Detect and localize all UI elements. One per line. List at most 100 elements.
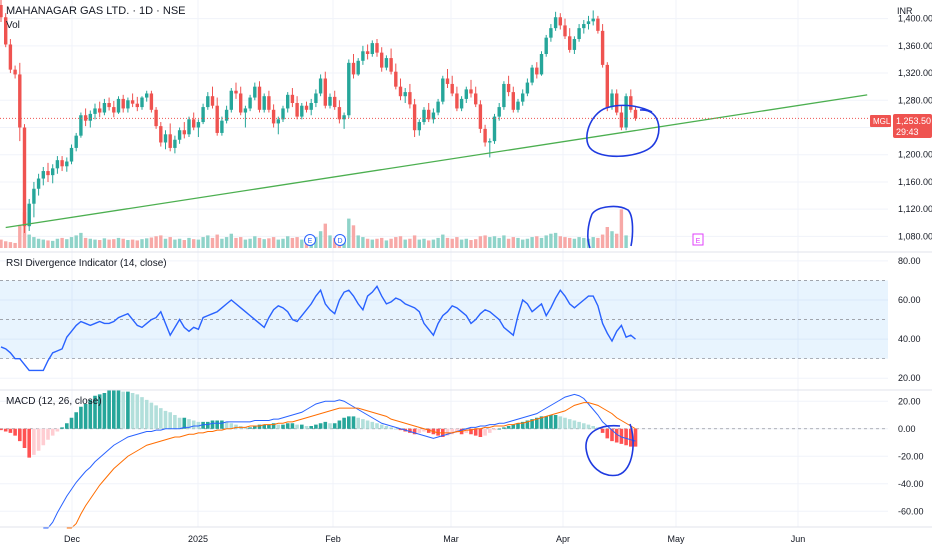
volume-bar [455,237,459,248]
volume-bar [408,238,412,248]
macd-histogram-bar [577,421,581,429]
macd-histogram-bar [379,424,384,429]
macd-histogram-bar [624,428,628,446]
event-marker[interactable] [334,234,346,246]
volume-bar [577,237,581,248]
volume-bar [469,240,473,248]
ticker-tag-label: MGL [873,117,891,126]
candle-body [83,115,88,121]
volume-bar [130,239,135,248]
candle-body [502,83,506,108]
macd-histogram-bar [290,423,295,429]
macd-histogram-bar [450,428,454,435]
volume-bar [206,235,210,248]
volume-bar [544,235,548,248]
candle-body [69,147,74,162]
volume-bar [323,223,327,248]
candle-body [464,89,468,99]
volume-bar [478,236,483,248]
volume-bar [318,231,323,248]
candle-body [243,108,248,113]
candle-body [22,127,27,227]
y-tick-label: 1,200.00 [898,150,932,160]
macd-histogram-bar [582,423,586,429]
candle-body [516,101,520,110]
volume-bar [506,238,511,248]
trendline[interactable] [5,94,868,229]
signal-line [66,402,636,529]
candle-body [629,96,633,110]
candle-body [539,54,544,75]
volume-bar [380,237,384,248]
volume-bar [69,237,74,248]
candle-body [8,44,13,70]
volume-bar [267,238,271,248]
volume-bar [234,237,238,248]
candle-body [36,178,41,189]
event-marker[interactable] [304,234,316,246]
candle-body [342,115,346,120]
macd-histogram-bar [300,424,304,429]
macd-histogram-bar [426,428,431,433]
rsi-line [0,284,636,372]
candle-body [333,96,337,108]
x-tick-label: Dec [64,534,81,544]
volume-bar [361,237,365,248]
candle-body [149,93,154,110]
macd-histogram-bar [135,394,140,429]
macd-histogram-bar [79,406,83,429]
volume-bar [619,209,624,248]
volume-bar [431,239,436,248]
candle-body [295,103,299,117]
macd-histogram-bar [520,421,525,429]
macd-histogram-bar [525,420,530,429]
rsi-pane[interactable] [0,280,888,372]
macd-histogram-bar [455,428,459,433]
macd-histogram-bar [126,391,130,429]
candle-body [309,103,313,110]
macd-histogram-bar [530,419,534,429]
candle-body [427,109,431,120]
macd-histogram-bar [567,419,572,429]
volume-bar [483,235,487,248]
macd-histogram-bar [55,428,60,432]
y-tick-label: 40.00 [898,334,921,344]
volume-bar [8,242,13,248]
volume-bar [553,232,558,248]
macd-histogram-bar [600,428,605,433]
candle-body [126,100,130,109]
volume-bar [140,239,144,248]
candle-body [450,83,454,94]
macd-histogram-bar [605,428,610,439]
candle-body [187,119,191,135]
candle-body [140,97,144,108]
y-tick-label: 20.00 [898,396,921,406]
volume-bar [88,238,92,248]
currency-label[interactable]: INR [897,6,913,16]
macd-histogram-bar [50,428,55,436]
volume-bar [0,239,3,248]
symbol-title: MAHANAGAR GAS LTD. · 1D · NSE [6,5,186,17]
volume-bar [436,237,440,248]
candle-body [65,161,69,167]
macd-histogram-bar [539,416,544,429]
candle-body [32,188,36,204]
candle-body [215,105,219,133]
macd-pane[interactable] [0,390,888,529]
x-tick-label: 2025 [188,534,208,544]
candle-body [403,92,407,97]
macd-histogram-bar [88,399,93,429]
volume-bar [224,237,229,248]
candle-body [497,107,501,117]
candle-body [281,108,285,120]
event-marker[interactable] [692,233,704,246]
macd-histogram-bar [629,428,633,447]
macd-histogram-bar [295,424,299,429]
candle-body [173,139,177,148]
macd-histogram-bar [398,428,403,431]
candle-body [201,107,205,123]
candle-body [41,171,45,179]
candle-body [521,93,525,102]
